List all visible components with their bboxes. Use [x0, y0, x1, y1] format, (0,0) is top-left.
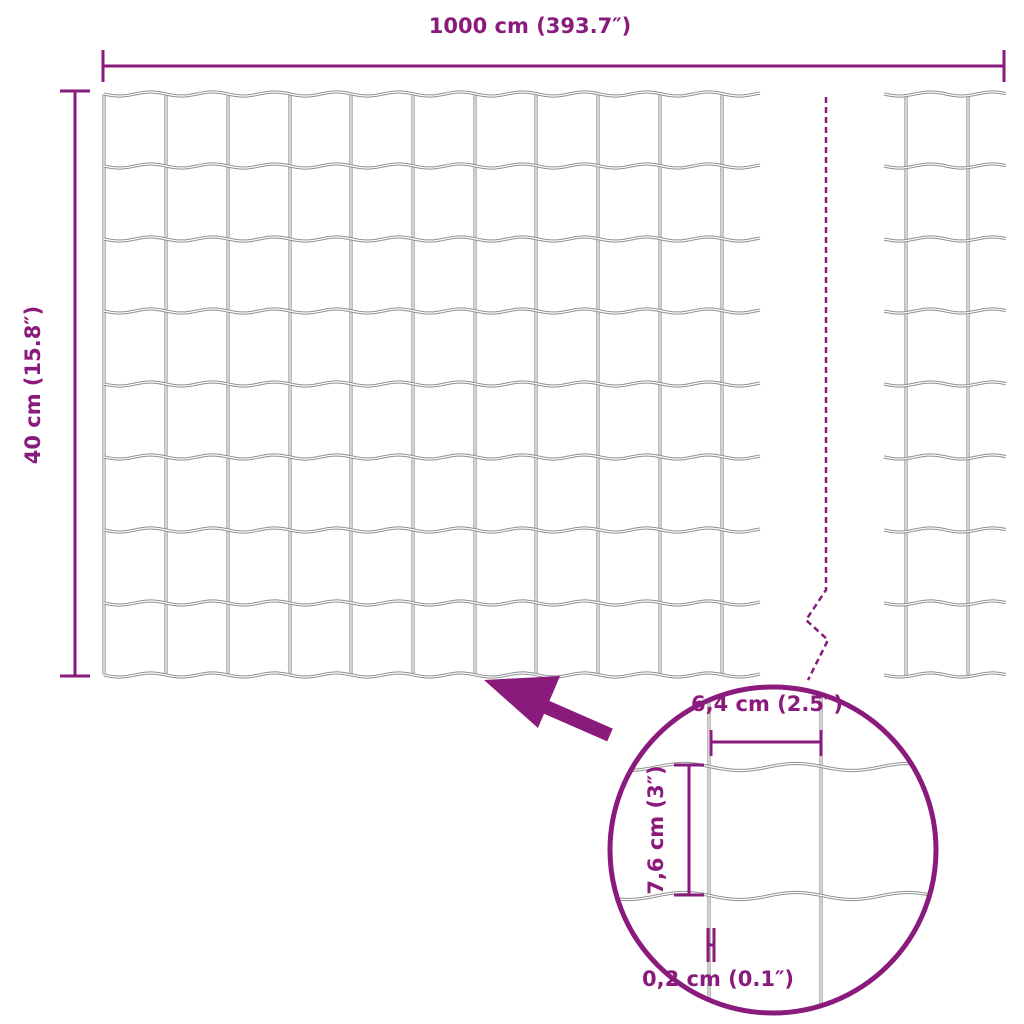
horizontal-wire-highlight [883, 381, 1007, 387]
horizontal-wire-highlight [103, 308, 761, 314]
horizontal-wire-highlight [883, 672, 1007, 678]
horizontal-wire-highlight [103, 91, 761, 97]
width-label: 1000 cm (393.7″) [429, 14, 631, 38]
horizontal-wire-highlight [883, 308, 1007, 314]
horizontal-wire-highlight [103, 454, 761, 460]
horizontal-wire-highlight [103, 527, 761, 533]
detail-arrow-icon [484, 676, 613, 742]
wire-thickness-label: 0,2 cm (0.1″) [642, 967, 794, 991]
horizontal-wire-highlight [883, 163, 1007, 169]
detail-horizontal-wire-highlight [610, 762, 936, 772]
horizontal-wire-highlight [103, 163, 761, 169]
wire-mesh-panel [102, 90, 1007, 679]
horizontal-wire-highlight [883, 454, 1007, 460]
detail-dimensions [674, 730, 823, 962]
horizontal-wire-highlight [883, 600, 1007, 606]
horizontal-wire-highlight [883, 527, 1007, 533]
detail-horizontal-wire-highlight [610, 891, 936, 901]
horizontal-wire-highlight [883, 236, 1007, 242]
horizontal-wire-highlight [103, 381, 761, 387]
mesh-height-label: 7,6 cm (3″) [644, 765, 668, 894]
break-line [804, 97, 830, 681]
horizontal-wire-highlight [883, 91, 1007, 97]
horizontal-wire-highlight [103, 672, 761, 678]
horizontal-wire-highlight [103, 236, 761, 242]
width-dimension [101, 50, 1006, 82]
height-dimension [60, 89, 90, 678]
mesh-width-label: 6,4 cm (2.5″) [691, 692, 843, 716]
height-label: 40 cm (15.8″) [21, 306, 45, 465]
horizontal-wire-highlight [103, 600, 761, 606]
detail-circle [607, 684, 939, 1016]
